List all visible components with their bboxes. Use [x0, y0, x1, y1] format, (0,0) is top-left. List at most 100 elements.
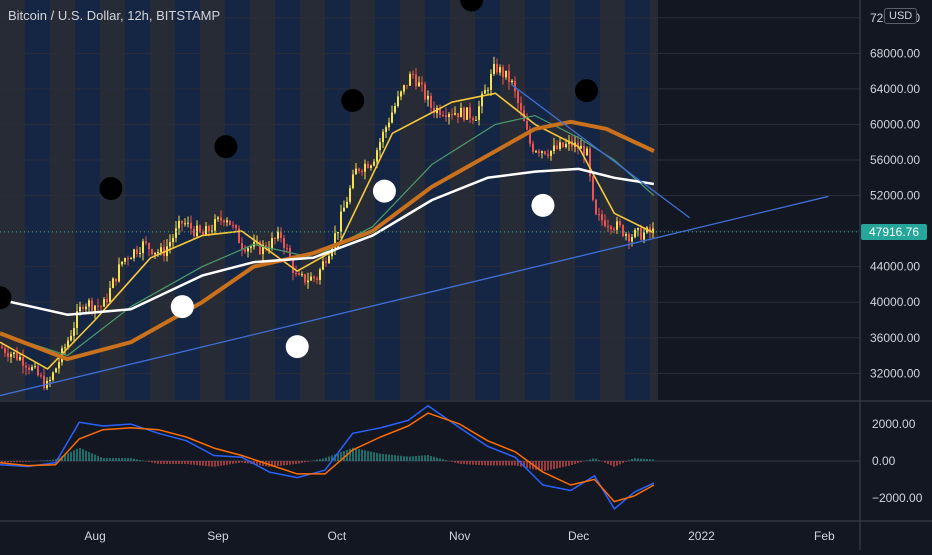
currency-badge[interactable]: USD	[884, 8, 918, 24]
candle-body	[454, 113, 456, 115]
oscillator-line	[0, 404, 655, 510]
candle-body	[466, 107, 468, 120]
candle-body	[505, 70, 507, 78]
candle-body	[43, 375, 45, 389]
candle-body	[382, 131, 384, 143]
candle-body	[511, 80, 513, 83]
candle-body	[565, 143, 567, 147]
candle-body	[562, 142, 564, 147]
time-tick-label: Oct	[328, 529, 347, 543]
black-signal-marker	[99, 176, 123, 200]
candle-body	[358, 168, 360, 171]
candle-body	[508, 70, 510, 83]
candle-body	[553, 145, 555, 151]
candle-body	[169, 242, 171, 247]
candle-body	[304, 274, 306, 283]
candle-body	[388, 122, 390, 128]
candle-body	[490, 74, 492, 90]
candle-body	[592, 176, 594, 200]
candle-body	[139, 253, 141, 255]
candle-body	[496, 63, 498, 73]
candle-body	[268, 248, 270, 250]
candle-body	[613, 229, 615, 231]
candle-body	[634, 229, 636, 238]
candle-body	[556, 145, 558, 149]
candle-body	[412, 74, 414, 76]
candle-body	[157, 252, 159, 254]
candle-body	[559, 142, 561, 149]
candle-body	[115, 278, 117, 282]
candle-body	[394, 106, 396, 113]
candle-body	[610, 226, 612, 230]
oscillator-pane	[0, 404, 860, 510]
price-tick-label: 68000.00	[870, 46, 920, 60]
candle-body	[100, 306, 102, 308]
candle-body	[178, 220, 180, 229]
candle-body	[526, 121, 528, 130]
time-tick-label: Sep	[207, 529, 229, 543]
candle-body	[397, 96, 399, 107]
candle-body	[292, 258, 294, 273]
candle-body	[415, 74, 417, 87]
candle-body	[37, 366, 39, 376]
candle-body	[427, 95, 429, 100]
candle-body	[109, 287, 111, 302]
candle-body	[580, 145, 582, 149]
time-band	[25, 0, 50, 400]
moving-average-line	[0, 115, 655, 357]
candle-body	[205, 226, 207, 235]
candle-body	[7, 352, 9, 357]
candle-body	[424, 84, 426, 100]
candle-body	[40, 375, 42, 377]
candle-body	[541, 151, 543, 153]
price-tick-label: 36000.00	[870, 331, 920, 345]
black-signal-marker	[341, 88, 365, 112]
candle-body	[127, 258, 129, 260]
candle-body	[367, 163, 369, 169]
time-bands	[0, 0, 658, 400]
candle-body	[22, 357, 24, 366]
candle-body	[73, 328, 75, 336]
white-signal-marker	[170, 295, 194, 319]
candle-body	[487, 89, 489, 91]
candle-body	[235, 225, 237, 229]
candle-body	[616, 221, 618, 230]
candle-body	[94, 305, 96, 311]
candle-body	[283, 238, 285, 248]
time-band	[250, 0, 275, 400]
time-band	[175, 0, 200, 400]
candle-body	[493, 63, 495, 75]
time-band	[300, 0, 325, 400]
candle-body	[19, 357, 21, 360]
candle-body	[310, 276, 312, 281]
candle-body	[370, 165, 372, 169]
time-band	[325, 0, 350, 400]
candle-body	[142, 241, 144, 254]
candle-body	[586, 148, 588, 156]
candle-body	[400, 91, 402, 97]
candle-body	[628, 234, 630, 242]
candle-body	[478, 106, 480, 120]
candle-body	[64, 347, 66, 349]
price-tick-label: 60000.00	[870, 117, 920, 131]
candle-body	[313, 276, 315, 279]
last-price-label: 47916.76	[861, 224, 927, 240]
candle-body	[601, 214, 603, 221]
oscillator-tick-label: 0.00	[872, 454, 896, 468]
price-tick-label: 56000.00	[870, 153, 920, 167]
candle-body	[4, 347, 6, 353]
candle-body	[58, 362, 60, 369]
time-band	[550, 0, 575, 400]
candle-body	[52, 372, 54, 380]
candle-body	[352, 174, 354, 189]
candle-body	[499, 67, 501, 73]
candle-body	[448, 114, 450, 117]
candle-body	[652, 228, 654, 233]
candle-body	[349, 188, 351, 202]
candle-body	[307, 280, 309, 283]
candle-body	[82, 306, 84, 310]
moving-average-line	[0, 167, 655, 316]
